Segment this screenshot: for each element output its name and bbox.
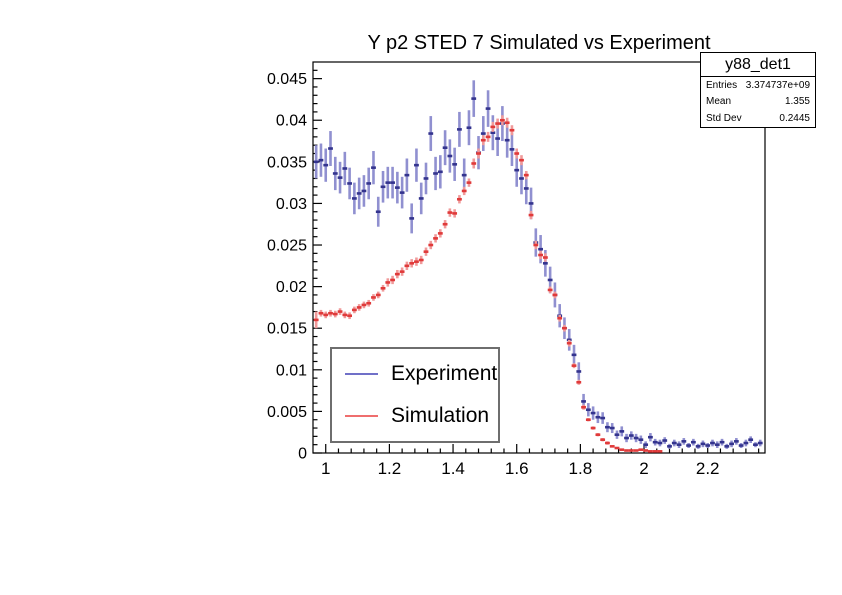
svg-text:0.005: 0.005 [267,404,307,421]
svg-text:1.2: 1.2 [378,459,402,478]
legend-swatch-line [345,415,378,417]
stats-row-label: Mean [706,96,732,108]
legend-entry-label: Experiment [391,362,498,385]
svg-text:0.02: 0.02 [276,279,307,296]
legend-box: Experiment Simulation [330,347,500,443]
stats-row: Std Dev 0.2445 [701,110,815,127]
legend-entry: Experiment [332,362,498,386]
legend-swatch-line [345,373,378,375]
stats-row-value: 1.355 [784,96,810,108]
svg-text:1.6: 1.6 [505,459,529,478]
svg-text:0: 0 [298,446,307,463]
stats-row-value: 3.374737e+09 [745,79,810,91]
svg-text:1: 1 [321,459,330,478]
svg-text:0.045: 0.045 [267,71,307,88]
svg-text:1.8: 1.8 [569,459,593,478]
stats-row: Entries 3.374737e+09 [701,77,815,94]
svg-text:0.01: 0.01 [276,362,307,379]
svg-text:2.2: 2.2 [696,459,720,478]
stats-row: Mean 1.355 [701,94,815,111]
svg-text:0.04: 0.04 [276,113,307,130]
stats-title: y88_det1 [701,53,815,77]
legend-entry: Simulation [332,404,498,428]
svg-text:0.03: 0.03 [276,196,307,213]
stats-box: y88_det1 Entries 3.374737e+09 Mean 1.355… [700,52,816,128]
plot-title: Y p2 STED 7 Simulated vs Experiment [367,32,711,54]
svg-text:2: 2 [639,459,648,478]
svg-text:0.025: 0.025 [267,238,307,255]
legend-entry-label: Simulation [391,404,490,427]
svg-text:0.015: 0.015 [267,321,307,338]
svg-text:1.4: 1.4 [441,459,465,478]
stats-row-label: Entries [706,79,738,91]
svg-text:0.035: 0.035 [267,154,307,171]
stats-row-value: 0.2445 [779,112,810,124]
stats-row-label: Std Dev [706,112,742,124]
